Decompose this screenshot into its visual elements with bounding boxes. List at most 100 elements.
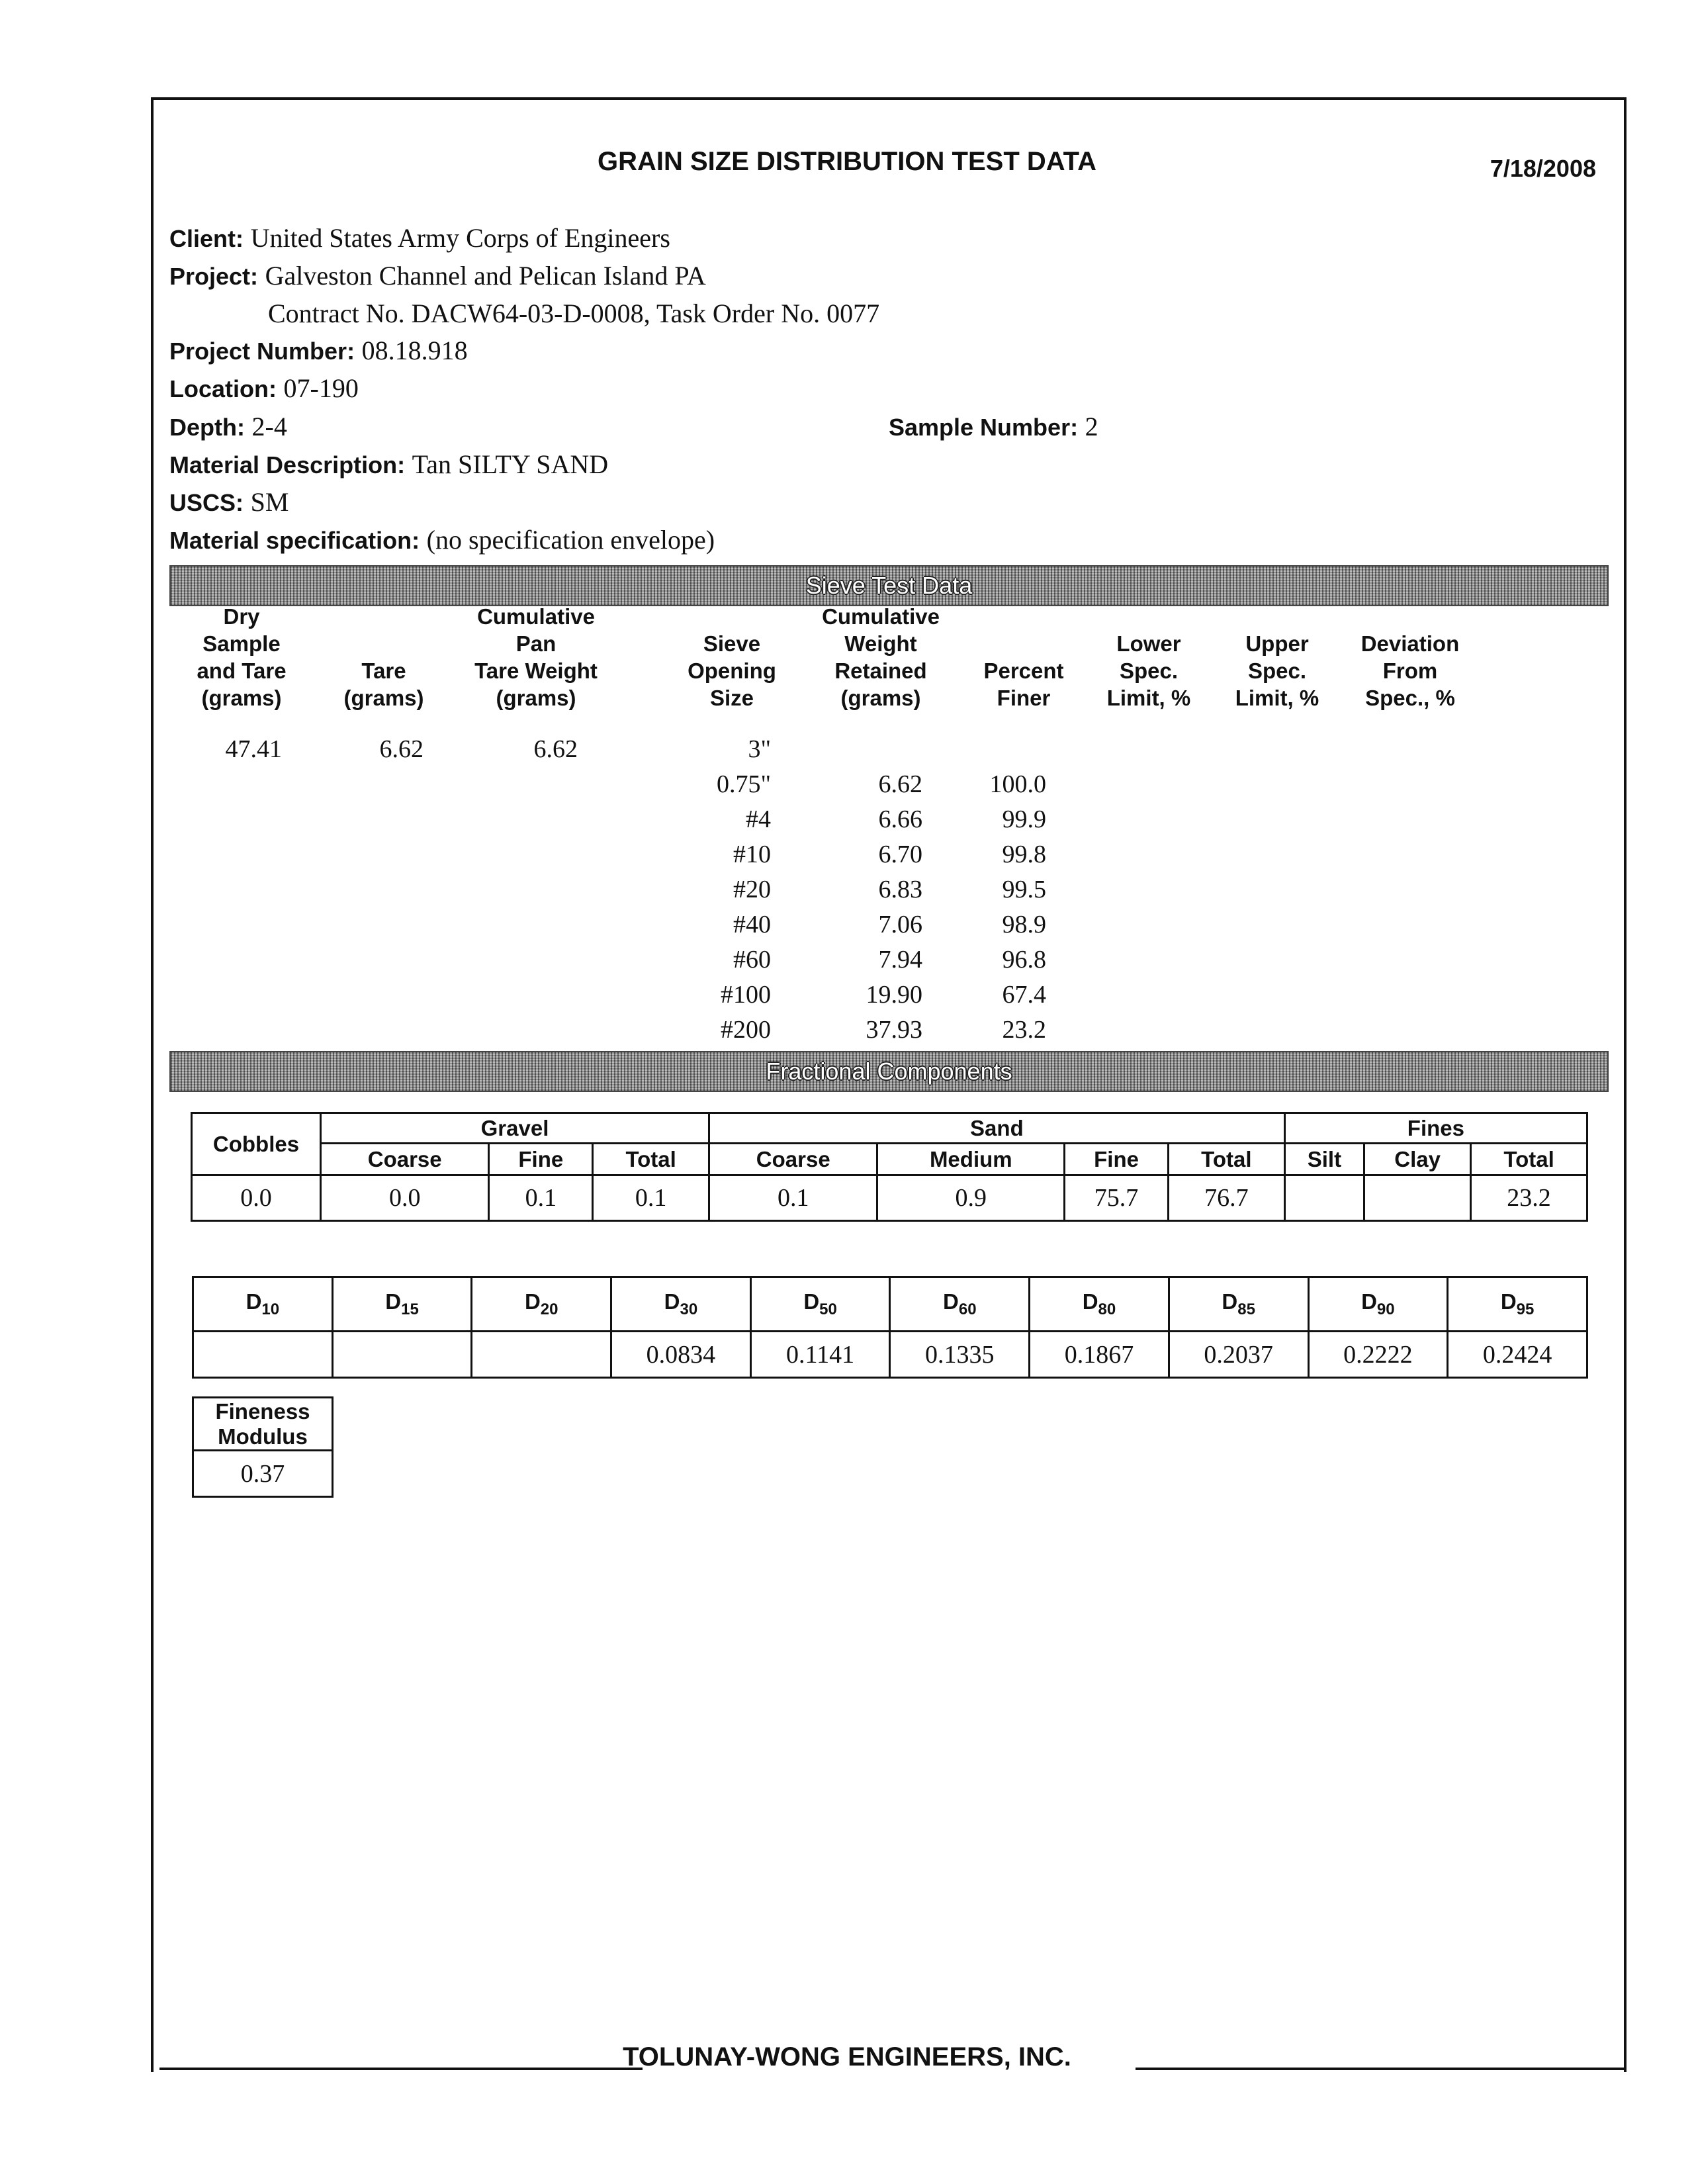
- fractional-value: 75.7: [1063, 1174, 1169, 1222]
- d95-header: D95: [1447, 1276, 1588, 1332]
- percent-finer: 100.0: [989, 770, 1047, 798]
- sieve-column-header: Dry Sample and Tare (grams): [197, 604, 287, 710]
- d-subscript: 20: [540, 1300, 558, 1318]
- material-description-value: Tan SILTY SAND: [412, 449, 609, 479]
- d-subscript: 50: [819, 1300, 837, 1318]
- client-value: United States Army Corps of Engineers: [250, 223, 670, 253]
- sieve-size: #200: [721, 1016, 771, 1044]
- cumulative-weight-retained: 6.83: [878, 876, 923, 903]
- d-value-row: 0.0834 0.1141 0.1335 0.1867 0.2037 0.2222 0.24…: [192, 1330, 1588, 1379]
- sieve-size: #4: [746, 805, 771, 833]
- percent-finer: 99.8: [1002, 841, 1047, 868]
- fractional-value: 0.0: [319, 1174, 490, 1222]
- sieve-size: 0.75": [716, 770, 771, 798]
- d-subscript: 85: [1237, 1300, 1255, 1318]
- d30-header: D30: [610, 1276, 752, 1332]
- fractional-value: 76.7: [1167, 1174, 1286, 1222]
- fractional-subheader: Fine: [1063, 1142, 1169, 1176]
- report-date: 7/18/2008: [1490, 155, 1596, 182]
- cumulative-weight-retained: 7.94: [878, 946, 923, 974]
- fractional-value: 0.1: [488, 1174, 594, 1222]
- contract-value: Contract No. DACW64-03-D-0008, Task Orde…: [268, 298, 880, 328]
- depth-label: Depth:: [169, 414, 245, 441]
- sieve-size: #20: [733, 876, 771, 903]
- fractional-value: 0.0: [191, 1174, 322, 1222]
- d-values-table: D10 D15 D20 D30 D50 D60 D80 D85 D90 D95 0.0834 0.1…: [192, 1276, 1588, 1379]
- sand-header: Sand: [708, 1112, 1286, 1144]
- fractional-subheader: Total: [1470, 1142, 1588, 1176]
- fractional-subheader: Coarse: [708, 1142, 879, 1176]
- d20-value: [470, 1330, 613, 1379]
- d-letter: D: [1082, 1289, 1098, 1314]
- sieve-test-data-banner: Sieve Test Data: [169, 565, 1609, 606]
- footer-company: TOLUNAY-WONG ENGINEERS, INC.: [623, 2042, 1071, 2071]
- contract-line: Contract No. DACW64-03-D-0008, Task Orde…: [268, 298, 879, 329]
- fractional-subheader: Fine: [488, 1142, 594, 1176]
- fractional-subheader: Coarse: [319, 1142, 490, 1176]
- d-subscript: 15: [401, 1300, 419, 1318]
- sieve-size: #100: [721, 981, 771, 1009]
- d85-value: 0.2037: [1167, 1330, 1310, 1379]
- cumulative-weight-retained: 19.90: [866, 981, 923, 1009]
- d-subscript: 80: [1098, 1300, 1116, 1318]
- footer-line-right: [1136, 2068, 1624, 2070]
- d90-header: D90: [1307, 1276, 1449, 1332]
- d10-value: [192, 1330, 334, 1379]
- sieve-size: 3": [748, 735, 771, 763]
- project-number-value: 08.18.918: [361, 336, 468, 365]
- project-number-label: Project Number:: [169, 338, 355, 365]
- sieve-column-header: Sieve Opening Size: [688, 631, 776, 710]
- dry-sample-and-tare-value: 47.41: [225, 735, 283, 763]
- sieve-size: #10: [733, 841, 771, 868]
- sieve-column-header: Deviation From Spec., %: [1360, 631, 1460, 710]
- sieve-column-header: Tare (grams): [343, 659, 424, 710]
- d-letter: D: [803, 1289, 820, 1314]
- pan-tare-weight-value: 6.62: [533, 735, 578, 763]
- d-letter: D: [1500, 1289, 1517, 1314]
- d30-value: 0.0834: [610, 1330, 752, 1379]
- fractional-value: 0.1: [708, 1174, 879, 1222]
- tare-value: 6.62: [379, 735, 424, 763]
- cumulative-weight-retained: 6.66: [878, 805, 923, 833]
- d-subscript: 95: [1516, 1300, 1535, 1318]
- material-spec-value: (no specification envelope): [426, 525, 715, 555]
- location-line: Location: 07-190: [169, 373, 359, 404]
- fractional-value: 0.9: [876, 1174, 1066, 1222]
- d15-header: D15: [331, 1276, 473, 1332]
- fractional-subheader: Total: [592, 1142, 711, 1176]
- sieve-column-header: Upper Spec. Limit, %: [1235, 631, 1319, 710]
- d-subscript: 60: [958, 1300, 977, 1318]
- d-subscript: 90: [1376, 1300, 1395, 1318]
- fineness-modulus-table: Fineness Modulus 0.37: [192, 1396, 334, 1498]
- page-frame: [151, 97, 1627, 2072]
- percent-finer: 67.4: [1002, 981, 1047, 1009]
- fractional-subheader: Medium: [876, 1142, 1066, 1176]
- uscs-value: SM: [250, 487, 289, 517]
- footer-line-left: [159, 2068, 643, 2070]
- project-line: Project: Galveston Channel and Pelican I…: [169, 260, 706, 291]
- percent-finer: 99.5: [1002, 876, 1047, 903]
- uscs-label: USCS:: [169, 489, 244, 516]
- fractional-table: Cobbles Gravel Sand Fines Coarse Fine Tota…: [191, 1112, 1589, 1222]
- client-line: Client: United States Army Corps of Engi…: [169, 222, 670, 253]
- cumulative-weight-retained: 7.06: [878, 911, 923, 938]
- page-title: GRAIN SIZE DISTRIBUTION TEST DATA: [597, 147, 1097, 176]
- project-label: Project:: [169, 263, 259, 290]
- fractional-subheader: Total: [1167, 1142, 1286, 1176]
- material-spec-line: Material specification: (no specificatio…: [169, 524, 715, 555]
- d10-header: D10: [192, 1276, 334, 1332]
- fractional-value: [1283, 1174, 1366, 1222]
- d85-header: D85: [1167, 1276, 1310, 1332]
- sieve-column-header: Cumulative Pan Tare Weight (grams): [474, 604, 598, 710]
- fractional-subheader: Clay: [1363, 1142, 1472, 1176]
- sample-number-value: 2: [1085, 412, 1098, 441]
- modulus-label: Modulus: [218, 1424, 308, 1449]
- fractional-subheader: Silt: [1283, 1142, 1366, 1176]
- sieve-column-header: Percent Finer: [983, 659, 1064, 710]
- d-header-row: D10 D15 D20 D30 D50 D60 D80 D85 D90 D95: [192, 1276, 1588, 1332]
- cobbles-header: Cobbles: [191, 1112, 322, 1176]
- sieve-size: #60: [733, 946, 771, 974]
- d-letter: D: [664, 1289, 680, 1314]
- fineness-label: Fineness: [215, 1398, 310, 1424]
- sample-number-label: Sample Number:: [889, 414, 1079, 441]
